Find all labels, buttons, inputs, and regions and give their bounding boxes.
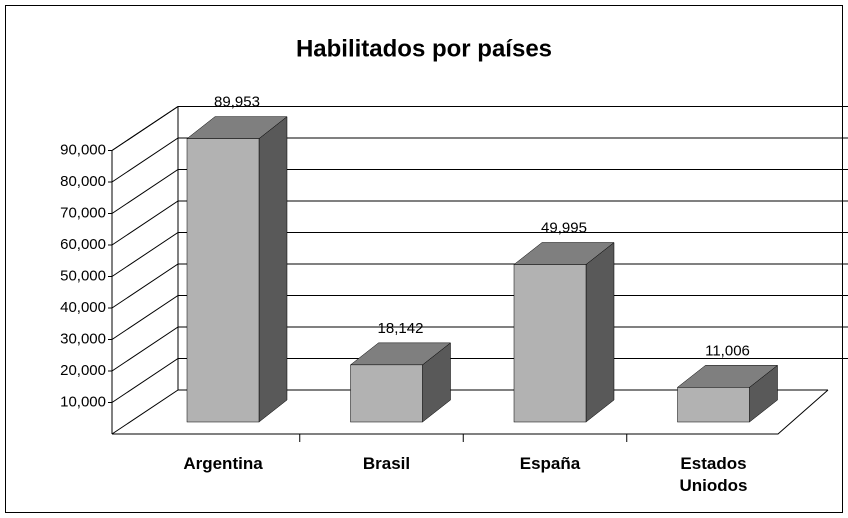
grid-line xyxy=(111,232,848,277)
x-tick-label: Brasil xyxy=(362,454,411,473)
x-tick-label: Estados Uniodos xyxy=(679,454,748,495)
chart-title: Habilitados por países xyxy=(296,35,552,62)
value-label: 89,953 xyxy=(214,94,260,111)
x-tick-label: Argentina xyxy=(183,454,263,473)
grid-line xyxy=(111,358,848,403)
grid-line xyxy=(111,263,848,309)
bar xyxy=(186,138,260,423)
grid-line xyxy=(111,106,848,151)
bar xyxy=(513,264,587,423)
y-tick-label: 40,000 xyxy=(60,299,106,316)
value-label: 49,995 xyxy=(541,219,587,236)
grid-line xyxy=(111,326,848,372)
bar-side xyxy=(585,242,615,423)
y-tick-label: 60,000 xyxy=(60,236,106,253)
value-label: 11,006 xyxy=(705,342,750,359)
grid-line xyxy=(111,295,848,340)
bar-side xyxy=(258,116,288,423)
grid-line xyxy=(111,200,848,246)
bar xyxy=(677,387,750,423)
grid-line xyxy=(111,137,848,183)
y-tick-label: 50,000 xyxy=(60,267,106,284)
x-axis xyxy=(112,389,829,435)
bar xyxy=(350,364,423,423)
grid-line xyxy=(111,169,848,214)
y-tick-label: 90,000 xyxy=(60,141,106,158)
x-tick-label: España xyxy=(519,454,581,473)
y-tick-label: 30,000 xyxy=(60,330,106,347)
y-tick-label: 70,000 xyxy=(60,204,106,221)
y-tick-label: 80,000 xyxy=(60,173,106,190)
y-tick-label: 10,000 xyxy=(60,393,106,410)
chart-frame xyxy=(5,5,843,513)
y-tick-label: 20,000 xyxy=(60,362,106,379)
value-label: 18,142 xyxy=(378,320,424,337)
